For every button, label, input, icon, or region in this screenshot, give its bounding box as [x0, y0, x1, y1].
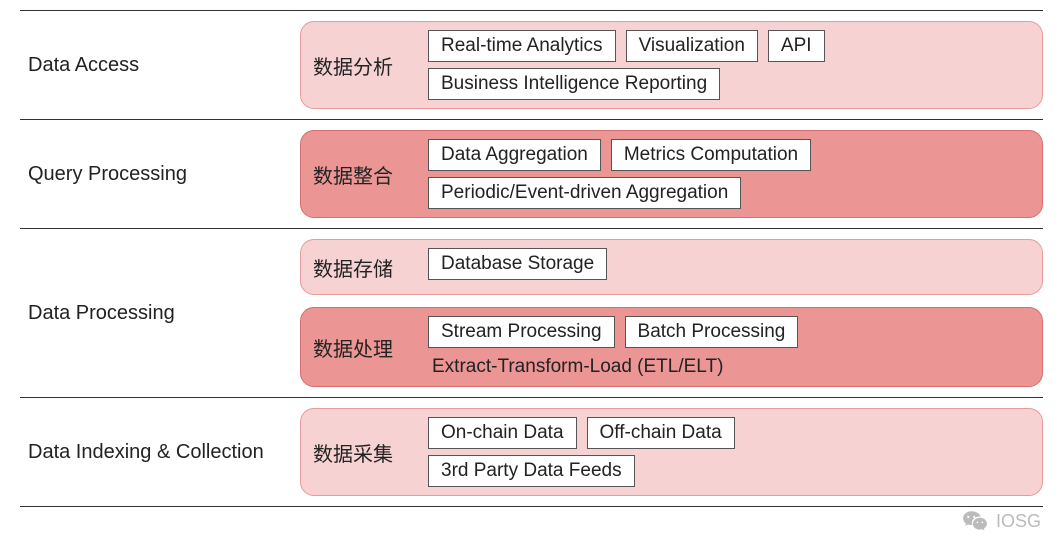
tags-wrap: Stream Processing Batch Processing Extract…	[428, 316, 1030, 378]
block-cn-label: 数据分析	[313, 30, 428, 100]
block: 数据分析Real-time Analytics Visualization API B…	[300, 21, 1043, 109]
tag: 3rd Party Data Feeds	[428, 455, 635, 487]
block-cn-label: 数据处理	[313, 316, 428, 378]
tag: Business Intelligence Reporting	[428, 68, 720, 100]
tags-row: Real-time Analytics Visualization API	[428, 30, 1030, 62]
layer-row: Data Processing数据存储Database Storage数据处理S…	[20, 228, 1043, 397]
tag: Off-chain Data	[587, 417, 735, 449]
block-subtext: Extract-Transform-Load (ETL/ELT)	[428, 356, 1030, 378]
wechat-icon	[962, 508, 988, 534]
row-label: Data Processing	[20, 239, 300, 387]
tag: Metrics Computation	[611, 139, 811, 171]
layer-diagram: Data Access数据分析Real-time Analytics Visual…	[0, 0, 1063, 517]
tags-wrap: On-chain Data Off-chain Data 3rd Party Dat…	[428, 417, 1030, 487]
tag: Database Storage	[428, 248, 607, 280]
block-cn-label: 数据采集	[313, 417, 428, 487]
layer-row: Query Processing数据整合Data Aggregation Metr…	[20, 119, 1043, 228]
tags-row: Stream Processing Batch Processing	[428, 316, 1030, 348]
row-label: Data Access	[20, 21, 300, 109]
block: 数据整合Data Aggregation Metrics Computation P…	[300, 130, 1043, 218]
watermark-text: IOSG	[996, 511, 1041, 532]
tags-wrap: Database Storage	[428, 248, 1030, 280]
block: 数据存储Database Storage	[300, 239, 1043, 295]
tags-wrap: Data Aggregation Metrics Computation Perio…	[428, 139, 1030, 209]
tags-row: Database Storage	[428, 248, 1030, 280]
block-cn-label: 数据存储	[313, 248, 428, 286]
tag: Visualization	[626, 30, 758, 62]
row-label: Data Indexing & Collection	[20, 408, 300, 496]
tag: Data Aggregation	[428, 139, 601, 171]
block: 数据采集On-chain Data Off-chain Data 3rd Party…	[300, 408, 1043, 496]
layer-row: Data Indexing & Collection数据采集On-chain D…	[20, 397, 1043, 507]
tags-row: Periodic/Event-driven Aggregation	[428, 177, 1030, 209]
tag: API	[768, 30, 825, 62]
watermark: IOSG	[962, 508, 1041, 534]
blocks-container: 数据采集On-chain Data Off-chain Data 3rd Party…	[300, 408, 1043, 496]
tag: Real-time Analytics	[428, 30, 616, 62]
row-label: Query Processing	[20, 130, 300, 218]
blocks-container: 数据存储Database Storage 数据处理Stream Processin…	[300, 239, 1043, 387]
tags-row: On-chain Data Off-chain Data	[428, 417, 1030, 449]
block: 数据处理Stream Processing Batch Processing Ext…	[300, 307, 1043, 387]
tags-wrap: Real-time Analytics Visualization API Busin…	[428, 30, 1030, 100]
tag: Stream Processing	[428, 316, 615, 348]
tag: On-chain Data	[428, 417, 577, 449]
block-cn-label: 数据整合	[313, 139, 428, 209]
blocks-container: 数据分析Real-time Analytics Visualization API B…	[300, 21, 1043, 109]
blocks-container: 数据整合Data Aggregation Metrics Computation P…	[300, 130, 1043, 218]
layer-row: Data Access数据分析Real-time Analytics Visual…	[20, 10, 1043, 119]
tag: Batch Processing	[625, 316, 799, 348]
tag: Periodic/Event-driven Aggregation	[428, 177, 741, 209]
tags-row: 3rd Party Data Feeds	[428, 455, 1030, 487]
tags-row: Data Aggregation Metrics Computation	[428, 139, 1030, 171]
tags-row: Business Intelligence Reporting	[428, 68, 1030, 100]
